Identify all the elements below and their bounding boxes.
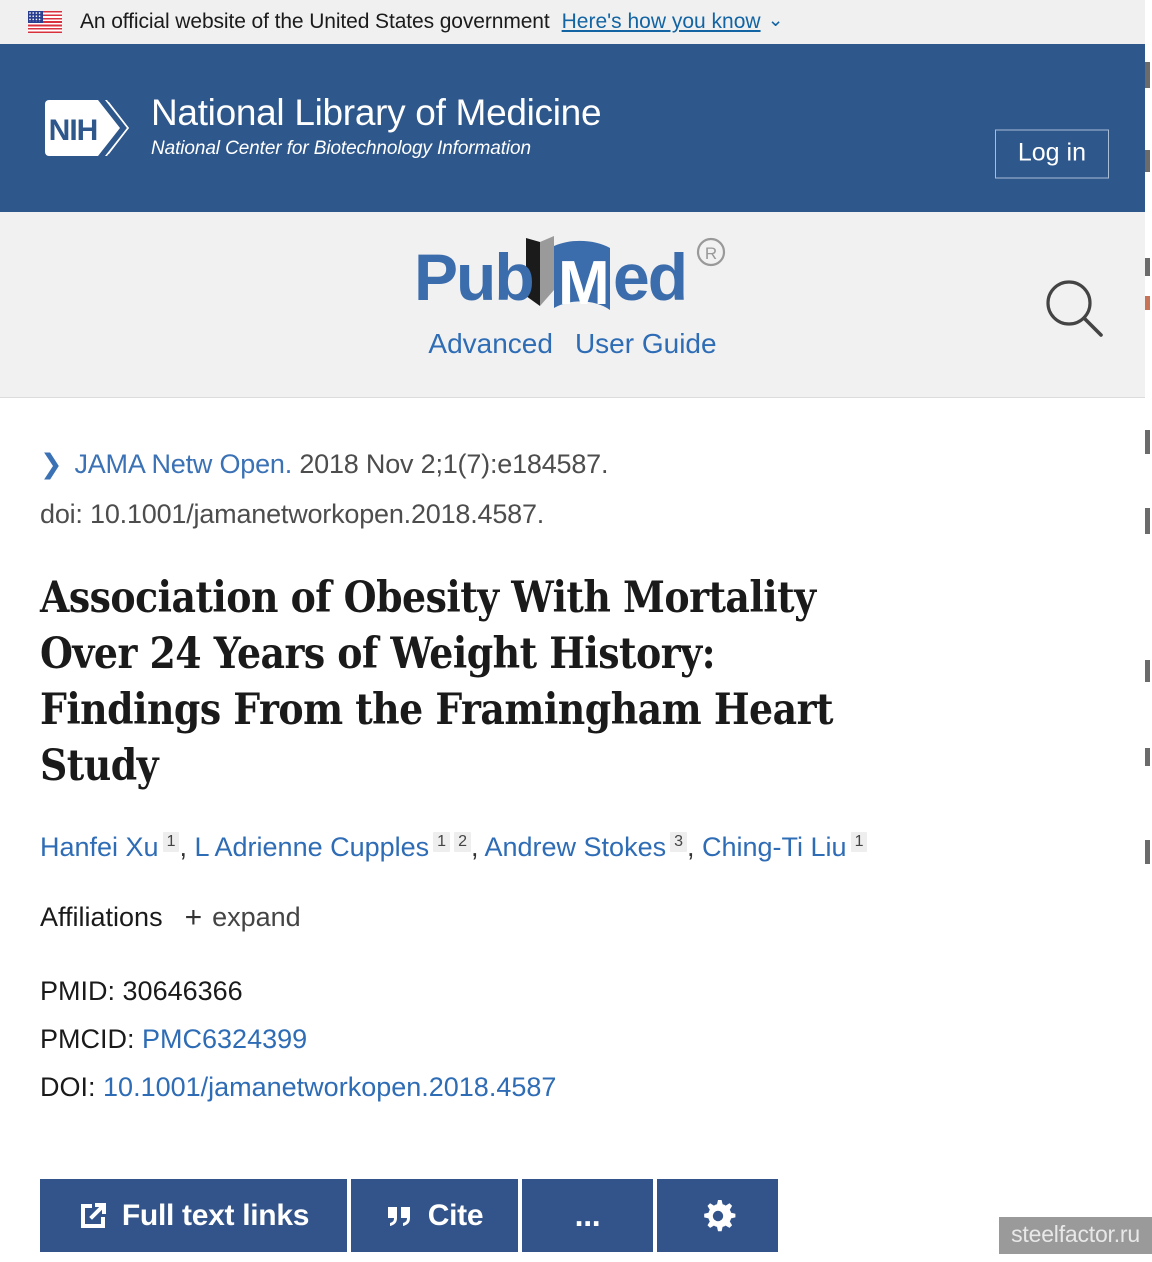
authors-list: Hanfei Xu 1, L Adrienne Cupples 1 2, Andrew…	[40, 830, 1105, 864]
journal-link[interactable]: JAMA Netw Open.	[74, 449, 293, 479]
external-link-icon	[78, 1201, 108, 1231]
author-entry: Hanfei Xu 1,	[40, 832, 195, 862]
pmcid-row: PMCID: PMC6324399	[40, 1015, 1105, 1063]
plus-icon: +	[184, 900, 203, 934]
page-title: Association of Obesity With Mortality Ov…	[40, 573, 833, 791]
user-guide-link[interactable]: User Guide	[574, 328, 717, 359]
pmcid-label: PMCID:	[40, 1024, 135, 1054]
heres-how-you-know-link[interactable]: Here's how you know ⌄	[562, 10, 784, 34]
svg-text:Pub: Pub	[414, 240, 533, 314]
nih-logo-icon: NIH	[43, 96, 135, 160]
nlm-header: NIH National Library of Medicine Nationa…	[0, 44, 1145, 212]
affiliations-label: Affiliations	[40, 902, 163, 932]
author-entry: Andrew Stokes 3,	[484, 832, 703, 862]
author-link[interactable]: Ching-Ti Liu	[702, 832, 847, 862]
pubmed-logo-icon[interactable]: Pub M ed R	[408, 234, 738, 326]
author-link[interactable]: Hanfei Xu	[40, 832, 159, 862]
author-affiliation-ref[interactable]: 2	[454, 832, 471, 852]
pmid-label: PMID:	[40, 976, 116, 1006]
pubmed-nav-links: Advanced User Guide	[408, 328, 738, 360]
display-options-button[interactable]	[657, 1179, 778, 1252]
author-affiliation-ref[interactable]: 1	[850, 832, 868, 852]
chevron-right-icon[interactable]: ❯	[40, 449, 63, 479]
svg-text:R: R	[704, 244, 716, 263]
affiliations-row: Affiliations + expand	[40, 902, 1105, 933]
full-text-links-label: Full text links	[121, 1198, 310, 1232]
pmid-value: 30646366	[122, 976, 243, 1006]
identifiers-block: PMID: 30646366 PMCID: PMC6324399 DOI: 10…	[40, 967, 1105, 1111]
nih-branding[interactable]: NIH National Library of Medicine Nationa…	[43, 92, 602, 161]
login-button[interactable]: Log in	[994, 129, 1109, 179]
chevron-down-icon: ⌄	[767, 10, 784, 31]
doi-link[interactable]: 10.1001/jamanetworkopen.2018.4587	[103, 1072, 557, 1102]
ncbi-subtitle: National Center for Biotechnology Inform…	[151, 138, 531, 159]
author-affiliation-ref[interactable]: 3	[670, 832, 687, 852]
cite-label: Cite	[427, 1198, 484, 1232]
gear-icon	[700, 1198, 736, 1234]
author-link[interactable]: L Adrienne Cupples	[194, 832, 430, 862]
gov-banner: An official website of the United States…	[0, 0, 1145, 44]
author-entry: Ching-Ti Liu 1	[702, 832, 868, 862]
cite-button[interactable]: Cite	[351, 1179, 518, 1252]
pmid-row: PMID: 30646366	[40, 967, 1105, 1015]
author-link[interactable]: Andrew Stokes	[484, 832, 667, 862]
full-text-links-button[interactable]: Full text links	[40, 1179, 347, 1252]
doi-label: DOI:	[40, 1072, 96, 1102]
author-entry: L Adrienne Cupples 1 2,	[194, 832, 485, 862]
svg-text:ed: ed	[613, 240, 686, 314]
advanced-search-link[interactable]: Advanced	[428, 328, 553, 359]
article-body: ❯ JAMA Netw Open. 2018 Nov 2;1(7):e184587…	[0, 398, 1145, 1111]
pmcid-link[interactable]: PMC6324399	[142, 1024, 308, 1054]
more-actions-button[interactable]: ...	[522, 1179, 653, 1252]
pubmed-logo-block: Pub M ed R Advanced User Guide	[408, 234, 738, 360]
pubmed-header-bar: Pub M ed R Advanced User Guide	[0, 212, 1145, 398]
gov-banner-text: An official website of the United States…	[80, 10, 550, 33]
quote-icon	[386, 1203, 414, 1229]
search-icon[interactable]	[1039, 274, 1109, 349]
citation-line: ❯ JAMA Netw Open. 2018 Nov 2;1(7):e184587…	[40, 438, 1105, 538]
author-affiliation-ref[interactable]: 1	[162, 832, 180, 852]
svg-text:NIH: NIH	[49, 114, 98, 147]
doi-row: DOI: 10.1001/jamanetworkopen.2018.4587	[40, 1063, 1105, 1111]
svg-text:M: M	[558, 249, 607, 318]
citation-detail: 2018 Nov 2;1(7):e184587.	[299, 449, 609, 479]
watermark: steelfactor.ru	[999, 1217, 1152, 1254]
nlm-title: National Library of Medicine	[151, 92, 602, 133]
expand-label: expand	[212, 902, 301, 932]
author-affiliation-ref[interactable]: 1	[433, 832, 451, 852]
citation-doi: doi: 10.1001/jamanetworkopen.2018.4587.	[40, 499, 545, 529]
us-flag-icon	[28, 11, 62, 33]
gov-link-label: Here's how you know	[561, 10, 761, 33]
expand-affiliations-button[interactable]: + expand	[185, 902, 301, 933]
action-bar: Full text links Cite ...	[0, 1179, 1145, 1252]
